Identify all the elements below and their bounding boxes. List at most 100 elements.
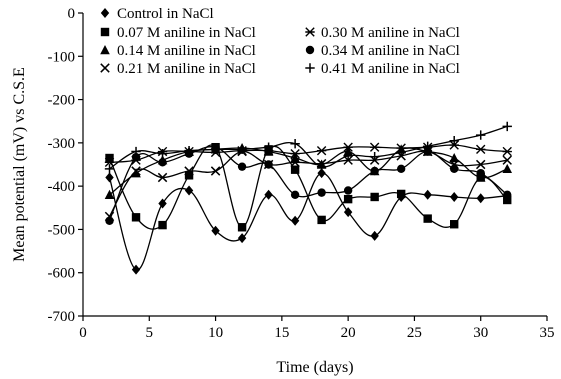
legend-item: 0.07 M aniline in NaCl [100, 25, 256, 41]
data-point-square [450, 220, 459, 229]
legend-label: 0.41 M aniline in NaCl [321, 61, 460, 77]
x-tick-label: 20 [341, 325, 356, 341]
x-tick-label: 10 [208, 325, 223, 341]
data-point-square [131, 213, 141, 222]
series-plus [104, 121, 512, 174]
data-point-x [131, 166, 141, 176]
data-point-square [184, 171, 194, 180]
y-tick-label: -100 [48, 49, 76, 65]
data-point-diamond [184, 185, 194, 196]
data-point-plus [290, 139, 300, 149]
data-point-asterisk [104, 157, 115, 168]
data-point-triangle [449, 153, 459, 163]
data-point-diamond [317, 168, 326, 179]
legend-item: 0.41 M aniline in NaCl [305, 61, 460, 77]
series-line [108, 144, 508, 230]
legend-label: 0.14 M aniline in NaCl [117, 43, 256, 59]
legend-item: 0.14 M aniline in NaCl [100, 43, 256, 59]
legend-item: 0.30 M aniline in NaCl [305, 25, 460, 41]
legend-marker-circle [305, 45, 315, 55]
data-point-plus [210, 144, 221, 155]
data-point-square [237, 223, 247, 232]
y-tick-label: -200 [48, 93, 76, 109]
data-point-asterisk [316, 145, 327, 156]
legend-marker-diamond [100, 8, 110, 18]
series-line [108, 146, 508, 222]
data-point-square [105, 153, 114, 163]
data-point-plus [422, 141, 433, 152]
data-point-plus [104, 164, 115, 174]
data-point-asterisk [476, 144, 486, 155]
data-point-diamond [105, 172, 114, 183]
data-point-circle [105, 216, 114, 225]
data-point-x [502, 155, 512, 165]
data-point-diamond [211, 225, 220, 236]
data-point-diamond [476, 193, 485, 204]
series-line [108, 150, 508, 217]
y-tick-label: 0 [68, 6, 76, 22]
data-point-circle [237, 162, 247, 171]
legend-marker-asterisk [305, 27, 315, 37]
data-point-square [423, 214, 432, 223]
legend-item: 0.21 M aniline in NaCl [100, 61, 256, 77]
legend: Control in NaCl 0.07 M aniline in NaCl 0.1… [100, 6, 460, 77]
x-tick-label: 5 [146, 325, 154, 341]
data-point-square [158, 220, 167, 230]
data-point-x [475, 159, 486, 170]
legend-label: 0.34 M aniline in NaCl [321, 43, 460, 59]
legend-marker-x [100, 63, 110, 73]
data-point-square [317, 215, 326, 225]
data-point-circle [343, 186, 353, 195]
data-point-x [157, 172, 168, 183]
data-point-asterisk [343, 142, 353, 152]
x-tick-label: 15 [274, 325, 289, 341]
data-point-circle [290, 190, 300, 199]
y-tick-label: -500 [48, 222, 76, 238]
legend-label: 0.07 M aniline in NaCl [117, 25, 256, 41]
data-point-square [343, 194, 353, 204]
data-point-square [396, 189, 406, 199]
data-point-circle [396, 164, 406, 174]
data-point-diamond [237, 233, 247, 244]
data-point-diamond [264, 189, 273, 200]
series-group [104, 121, 513, 275]
data-point-diamond [290, 215, 300, 226]
legend-label: 0.30 M aniline in NaCl [321, 25, 460, 41]
x-tick-label: 25 [407, 325, 422, 341]
data-point-plus [476, 130, 486, 140]
data-point-circle [370, 166, 379, 176]
data-point-diamond [158, 198, 167, 209]
data-point-triangle [104, 189, 115, 199]
data-point-x [184, 166, 194, 176]
y-tick-label: -600 [48, 266, 76, 282]
legend-label: 0.21 M aniline in NaCl [117, 61, 256, 77]
data-point-plus [369, 152, 380, 162]
series-line [109, 144, 508, 163]
data-point-circle [317, 188, 326, 197]
x-tick-label: 0 [79, 325, 87, 341]
data-point-circle [264, 160, 273, 169]
data-point-x [290, 157, 300, 168]
x-tick-label: 35 [540, 325, 555, 341]
data-point-circle [503, 190, 512, 199]
legend-marker-plus [305, 63, 315, 73]
data-point-circle [476, 168, 485, 178]
legend-item: Control in NaCl [100, 6, 214, 22]
y-tick-label: -700 [48, 309, 76, 325]
data-point-plus [316, 161, 327, 172]
data-point-asterisk [502, 146, 512, 157]
data-point-plus [157, 148, 168, 159]
legend-label: Control in NaCl [117, 6, 214, 22]
series-line [109, 125, 508, 170]
data-point-square [503, 195, 512, 205]
data-point-plus [343, 151, 353, 161]
y-axis-title: Mean potential (mV) vs C.S.E [11, 67, 28, 262]
data-point-triangle [131, 168, 141, 178]
legend-marker-triangle [100, 45, 110, 55]
data-point-plus [263, 142, 274, 152]
data-point-asterisk [369, 142, 380, 152]
y-tick-label: -300 [48, 136, 76, 152]
